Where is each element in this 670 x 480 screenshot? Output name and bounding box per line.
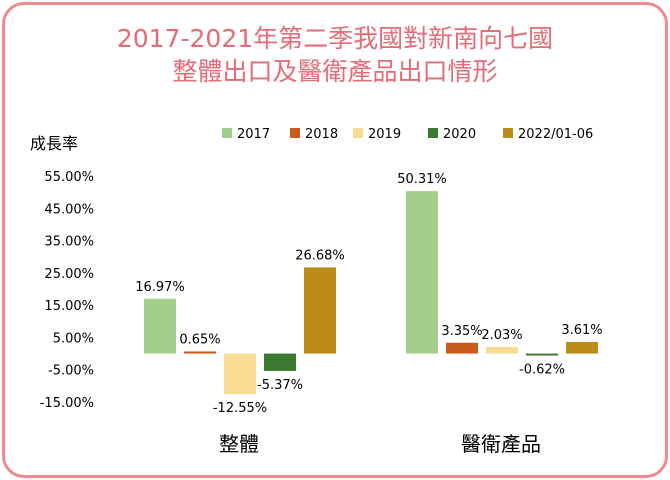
data-label: 0.65%	[179, 332, 220, 347]
bar	[446, 342, 478, 354]
y-tick-label: 55.00%	[44, 170, 94, 185]
data-labels: 16.97% 0.65% -12.55% -5.37% 26.68% 50.31% 3.35…	[135, 172, 602, 416]
y-axis-label: 成長率	[30, 134, 78, 153]
bar	[144, 298, 176, 354]
legend-label: 2018	[305, 127, 338, 142]
bars	[144, 191, 598, 395]
legend-label: 2022/01-06	[518, 127, 593, 142]
bar	[406, 191, 438, 354]
y-tick-label: 35.00%	[44, 235, 94, 250]
x-category-label: 整體	[219, 432, 259, 456]
bar	[566, 341, 598, 354]
data-label: -12.55%	[213, 401, 267, 416]
y-tick-label: 25.00%	[44, 267, 94, 282]
legend-label: 2020	[443, 127, 476, 142]
data-label: -0.62%	[519, 363, 565, 378]
y-axis-ticks: 55.00% 45.00% 35.00% 25.00% 15.00% 5.00% -5.00…	[40, 170, 94, 411]
legend-label: 2019	[368, 127, 401, 142]
bar	[486, 347, 518, 354]
legend-swatch	[222, 128, 232, 138]
bar	[304, 267, 336, 354]
chart-title-line-2: 整體出口及醫衛產品出口情形	[172, 57, 498, 86]
chart-title: 2017-2021年第二季我國對新南向七國 整體出口及醫衛產品出口情形	[0, 22, 670, 88]
y-tick-label: -5.00%	[48, 364, 94, 379]
x-axis-labels: 整體 醫衛產品	[219, 432, 541, 456]
legend-swatch	[290, 128, 300, 138]
legend-swatch	[428, 128, 438, 138]
y-tick-label: 45.00%	[44, 202, 94, 217]
data-label: 26.68%	[295, 248, 345, 263]
data-label: 3.61%	[561, 323, 602, 338]
bar	[526, 353, 558, 356]
bar	[224, 353, 256, 395]
x-category-label: 醫衛產品	[461, 432, 541, 456]
data-label: 2.03%	[481, 328, 522, 343]
data-label: -5.37%	[257, 378, 303, 393]
chart-title-line-1: 2017-2021年第二季我國對新南向七國	[116, 24, 554, 53]
bar	[264, 353, 296, 371]
y-tick-label: 5.00%	[53, 331, 94, 346]
bar	[184, 351, 216, 354]
y-tick-label: -15.00%	[40, 396, 94, 411]
y-tick-label: 15.00%	[44, 299, 94, 314]
legend-swatch	[353, 128, 363, 138]
data-label: 50.31%	[397, 172, 447, 187]
legend-swatch	[503, 128, 513, 138]
legend: 2017 2018 2019 2020 2022/01-06	[222, 127, 593, 142]
data-label: 16.97%	[135, 280, 185, 295]
legend-label: 2017	[237, 127, 270, 142]
data-label: 3.35%	[441, 324, 482, 339]
